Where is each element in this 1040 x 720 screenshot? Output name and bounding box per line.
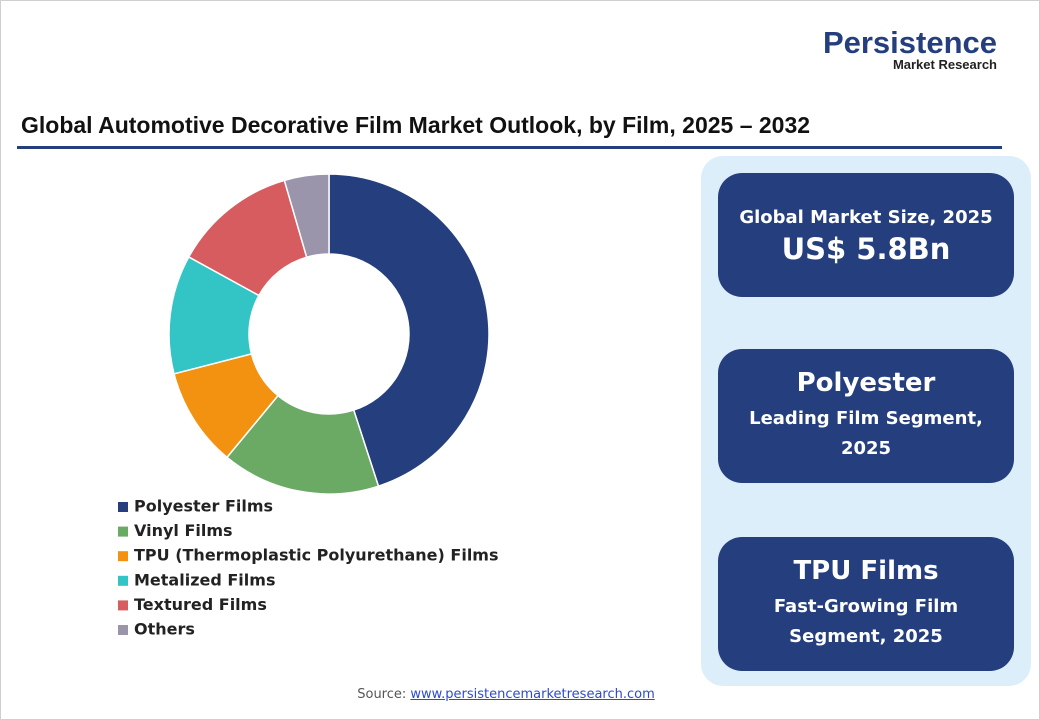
legend-swatch xyxy=(118,551,128,562)
source-label: Source: xyxy=(357,687,407,702)
card-heading: TPU Films xyxy=(793,556,939,586)
chart-title: Global Automotive Decorative Film Market… xyxy=(21,112,811,138)
donut-slice xyxy=(225,394,380,495)
info-card: Global Market Size, 2025 US$ 5.8Bn xyxy=(718,173,1014,297)
card-text: US$ 5.8Bn xyxy=(781,231,951,266)
legend-swatch xyxy=(118,575,128,586)
legend-label: Vinyl Films xyxy=(134,521,233,540)
legend-label: Polyester Films xyxy=(134,497,273,516)
legend-label: Others xyxy=(134,620,195,639)
donut-slice xyxy=(328,173,490,488)
legend-label: Textured Films xyxy=(134,595,267,614)
source-link[interactable]: www.persistencemarketresearch.com xyxy=(410,687,655,702)
card-text: Segment, 2025 xyxy=(789,626,943,647)
legend-swatch xyxy=(118,502,128,512)
card-heading: Polyester xyxy=(796,368,936,398)
legend-swatch xyxy=(118,526,128,537)
legend-swatch xyxy=(118,625,128,635)
donut-slice xyxy=(283,173,330,259)
logo-name: Persistence xyxy=(822,25,997,60)
card-text: Fast-Growing Film xyxy=(773,596,959,617)
card-text: Leading Film Segment, xyxy=(749,408,983,429)
legend-label: TPU (Thermoplastic Polyurethane) Films xyxy=(134,546,499,565)
source: Source: www.persistencemarketresearch.co… xyxy=(1,687,1011,702)
chart: Polyester Films Vinyl Films TPU (Thermopla… xyxy=(118,173,499,639)
card-text: 2025 xyxy=(840,438,892,459)
title-rule xyxy=(17,146,1002,149)
legend-swatch xyxy=(118,600,128,611)
info-card: TPU Films Fast-Growing Film Segment, 2025 xyxy=(718,537,1014,671)
logo-tagline: Market Research xyxy=(892,57,997,72)
info-card: Polyester Leading Film Segment, 2025 xyxy=(718,349,1014,483)
card-heading: Global Market Size, 2025 xyxy=(739,206,993,228)
legend-label: Metalized Films xyxy=(134,570,275,589)
